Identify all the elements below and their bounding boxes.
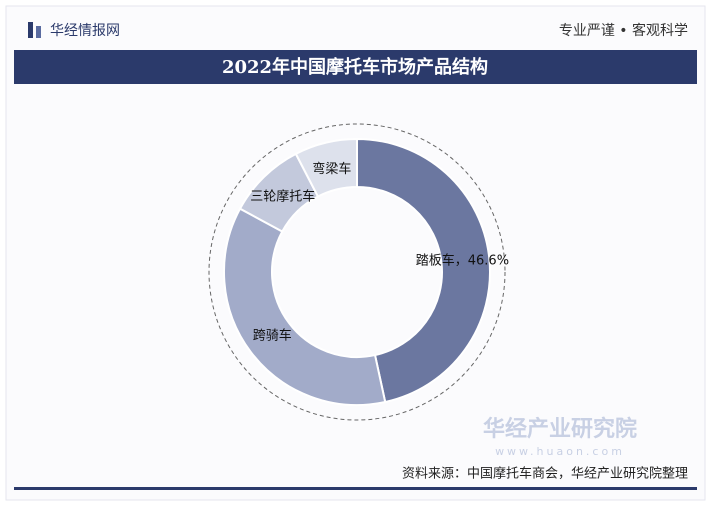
slice — [223, 207, 387, 406]
chart-title: 2022年中国摩托车市场产品结构 — [222, 56, 488, 78]
bottom-line — [14, 487, 697, 490]
source: 资料来源：中国摩托车商会，华经产业研究院整理 — [402, 466, 688, 482]
dashed-ring — [208, 123, 506, 421]
brand: 华经情报网 — [50, 23, 120, 39]
category-label: 跨骑车 — [253, 327, 292, 343]
slice-label: 踏板车，46.6% — [416, 252, 509, 268]
category-label: 三轮摩托车 — [250, 188, 315, 204]
slice-label: 三轮摩托车 — [250, 188, 315, 204]
value-label: 46.6% — [468, 253, 509, 268]
frame — [5, 5, 706, 501]
slice — [356, 137, 492, 404]
slogan: 专业严谨 • 客观科学 — [559, 22, 688, 39]
category-label: 弯梁车 — [312, 161, 351, 177]
slice-label: 弯梁车 — [312, 161, 351, 177]
watermark-url: www.huaon.com — [495, 445, 625, 458]
slice-label: 跨骑车 — [253, 327, 292, 343]
slice — [294, 137, 358, 198]
watermark: 华经产业研究院 — [483, 416, 637, 442]
logo-icon — [36, 26, 41, 38]
logo-icon — [28, 22, 33, 38]
title-bar — [14, 50, 697, 84]
category-label: 踏板车 — [416, 252, 455, 268]
label-separator: ， — [455, 253, 468, 268]
